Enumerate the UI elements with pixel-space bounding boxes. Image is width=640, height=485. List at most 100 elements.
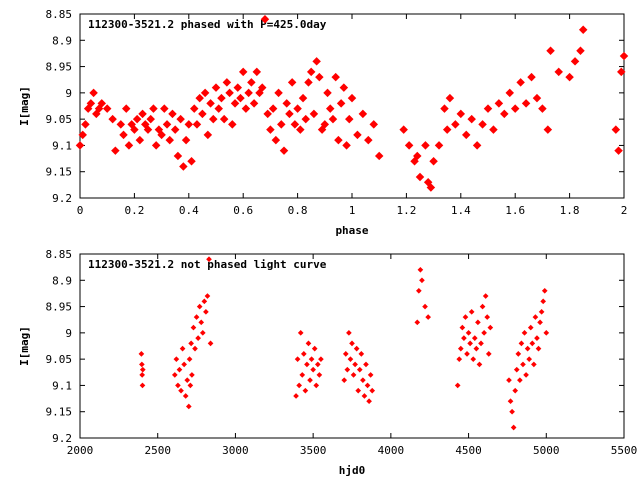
data-point: [465, 330, 472, 336]
data-point: [531, 361, 537, 368]
data-point: [176, 114, 185, 124]
data-point: [217, 93, 226, 103]
data-point: [472, 141, 482, 150]
data-point: [182, 393, 189, 399]
x-tick-label: 4000: [378, 444, 405, 457]
data-point: [526, 356, 533, 362]
data-point: [440, 104, 449, 113]
y-tick-label: 9.05: [46, 353, 73, 366]
data-point: [222, 78, 232, 87]
data-point: [293, 104, 302, 113]
data-point: [81, 120, 90, 129]
data-point: [323, 88, 332, 98]
data-point: [342, 351, 349, 357]
data-point: [524, 345, 531, 352]
x-tick-label: 1: [349, 204, 356, 217]
x-tick-label: 1.8: [560, 204, 580, 217]
data-point: [203, 130, 213, 140]
data-point: [540, 298, 547, 305]
data-point: [414, 319, 421, 326]
data-point: [186, 356, 193, 362]
data-point: [500, 109, 509, 119]
data-point: [135, 135, 145, 145]
x-tick-label: 0.2: [124, 204, 144, 217]
data-point: [228, 120, 237, 129]
data-point: [417, 266, 424, 273]
data-point: [421, 141, 430, 150]
x-tick-label: 0.4: [179, 204, 199, 217]
data-point: [473, 345, 480, 352]
data-point: [527, 72, 536, 82]
data-point: [328, 114, 338, 124]
data-point: [425, 314, 431, 320]
data-point: [445, 93, 455, 103]
data-series: [138, 256, 550, 431]
data-point: [520, 361, 526, 368]
data-point: [206, 256, 212, 263]
data-point: [570, 57, 580, 66]
data-point: [151, 141, 161, 150]
data-point: [611, 125, 621, 134]
y-tick-label: 8.85: [46, 8, 73, 21]
data-point: [461, 130, 471, 140]
data-point: [404, 141, 414, 150]
data-point: [316, 372, 323, 378]
data-point: [336, 99, 346, 108]
data-point: [189, 104, 199, 113]
data-point: [399, 125, 408, 134]
data-point: [350, 372, 357, 378]
data-point: [304, 78, 313, 87]
data-point: [124, 141, 134, 150]
data-point: [546, 46, 555, 56]
data-point: [325, 104, 335, 113]
data-point: [179, 345, 186, 352]
data-point: [241, 104, 251, 113]
data-point: [195, 335, 201, 341]
chart-panel-1: 0 0.2 0.4 0.6 0.8 1 1.2 1.4 1.6 1.8 2 8.85 8.9 8.95 9 9…: [18, 8, 629, 237]
data-point: [263, 109, 272, 119]
x-tick-label: 3000: [222, 444, 249, 457]
data-point: [367, 372, 374, 378]
y-tick-label: 9.15: [46, 166, 73, 179]
data-point: [139, 382, 146, 389]
data-point: [199, 330, 206, 336]
data-point: [347, 93, 357, 103]
x-tick-label: 4500: [455, 444, 482, 457]
x-tick-label: 2: [621, 204, 628, 217]
data-point: [462, 314, 469, 320]
data-point: [456, 109, 466, 119]
data-point: [192, 345, 198, 352]
data-point: [266, 125, 275, 134]
y-axis-label: I[mag]: [18, 86, 31, 126]
data-point: [97, 99, 107, 108]
data-point: [422, 303, 428, 310]
data-point: [349, 340, 355, 347]
data-point: [121, 104, 131, 113]
x-tick-label: 5500: [611, 444, 638, 457]
data-point: [257, 83, 267, 92]
data-point: [521, 330, 528, 336]
data-point: [358, 351, 365, 357]
chart-title: 112300-3521.2 not phased light curve: [88, 258, 327, 271]
data-point: [171, 372, 178, 378]
x-tick-label: 3500: [300, 444, 327, 457]
data-point: [419, 277, 425, 284]
data-point: [173, 151, 183, 161]
data-point: [478, 340, 484, 347]
data-point: [130, 125, 139, 134]
data-point: [204, 293, 211, 299]
data-point: [195, 93, 204, 103]
data-point: [361, 393, 368, 399]
data-point: [314, 361, 321, 368]
data-point: [576, 46, 585, 56]
y-tick-label: 8.9: [52, 274, 72, 287]
data-point: [139, 366, 146, 373]
data-point: [352, 361, 358, 368]
data-point: [619, 51, 629, 61]
data-point: [203, 309, 209, 315]
data-point: [173, 356, 180, 362]
data-point: [339, 83, 349, 92]
data-point: [196, 303, 203, 310]
x-tick-label: 5000: [533, 444, 560, 457]
data-point: [315, 72, 324, 82]
